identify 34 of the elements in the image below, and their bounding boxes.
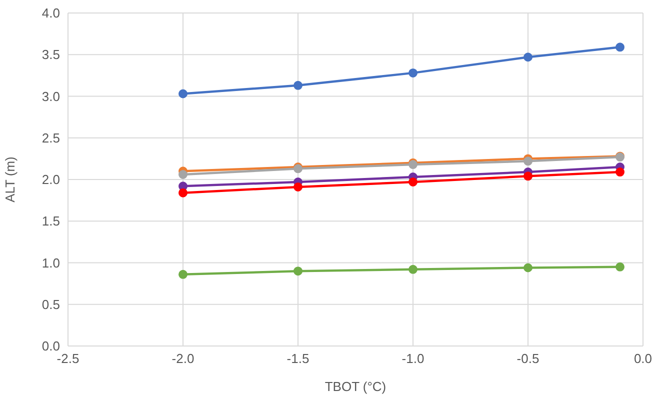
y-tick-label: 3.5 bbox=[42, 47, 60, 62]
x-tick-label: -1.0 bbox=[402, 351, 424, 366]
point bbox=[616, 168, 624, 177]
x-tick-label: 0.0 bbox=[634, 351, 652, 366]
point bbox=[178, 89, 188, 98]
x-tick-label: -2.0 bbox=[172, 351, 194, 366]
point bbox=[524, 156, 532, 166]
point bbox=[408, 68, 418, 78]
point bbox=[524, 263, 532, 272]
point bbox=[178, 270, 188, 279]
y-axis-title: ALT (m) bbox=[2, 156, 18, 202]
point bbox=[294, 266, 302, 276]
point bbox=[408, 264, 418, 274]
y-tick-label: 1.0 bbox=[42, 255, 60, 270]
y-tick-label: 2.5 bbox=[42, 130, 60, 146]
point bbox=[294, 182, 302, 192]
point bbox=[524, 172, 532, 181]
point bbox=[178, 188, 188, 198]
point bbox=[294, 80, 302, 90]
point bbox=[524, 52, 532, 62]
point bbox=[178, 170, 188, 180]
x-tick-label: -2.5 bbox=[56, 351, 80, 366]
point bbox=[616, 262, 624, 272]
y-tick-label: 2.0 bbox=[42, 172, 60, 188]
x-tick-label: -0.5 bbox=[516, 351, 540, 366]
x-tick-label: -1.5 bbox=[286, 351, 310, 366]
y-tick-label: 1.5 bbox=[42, 214, 60, 229]
y-tick-label: 0.5 bbox=[42, 296, 60, 312]
point bbox=[408, 177, 418, 186]
y-tick-label: 0.0 bbox=[42, 338, 60, 354]
point bbox=[616, 42, 624, 52]
y-tick-label: 4.0 bbox=[42, 6, 60, 21]
x-axis-title: TBOT (°C) bbox=[324, 379, 386, 394]
y-tick-label: 3.0 bbox=[42, 88, 60, 104]
